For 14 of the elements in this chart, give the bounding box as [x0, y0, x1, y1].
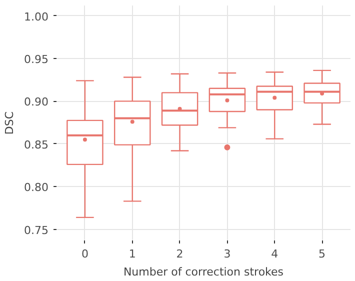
x-axis-title: Number of correction strokes — [123, 266, 284, 278]
y-tick-label: 0.75 — [24, 224, 49, 237]
x-tick-label: 3 — [224, 248, 231, 260]
x-tick-label: 2 — [176, 248, 184, 260]
y-tick-label: 0.80 — [24, 181, 49, 194]
y-axis-title: DSC — [3, 111, 16, 135]
y-tick-label: 0.95 — [24, 52, 49, 66]
y-tick-label: 0.85 — [24, 138, 49, 152]
y-tick-label: 0.90 — [24, 96, 49, 109]
x-tick-label: 1 — [128, 248, 136, 260]
x-tick-label: 4 — [271, 248, 278, 260]
x-tick-label: 5 — [318, 248, 326, 260]
y-tick-label: 1.00 — [24, 10, 49, 24]
x-tick-label: 0 — [81, 248, 88, 260]
